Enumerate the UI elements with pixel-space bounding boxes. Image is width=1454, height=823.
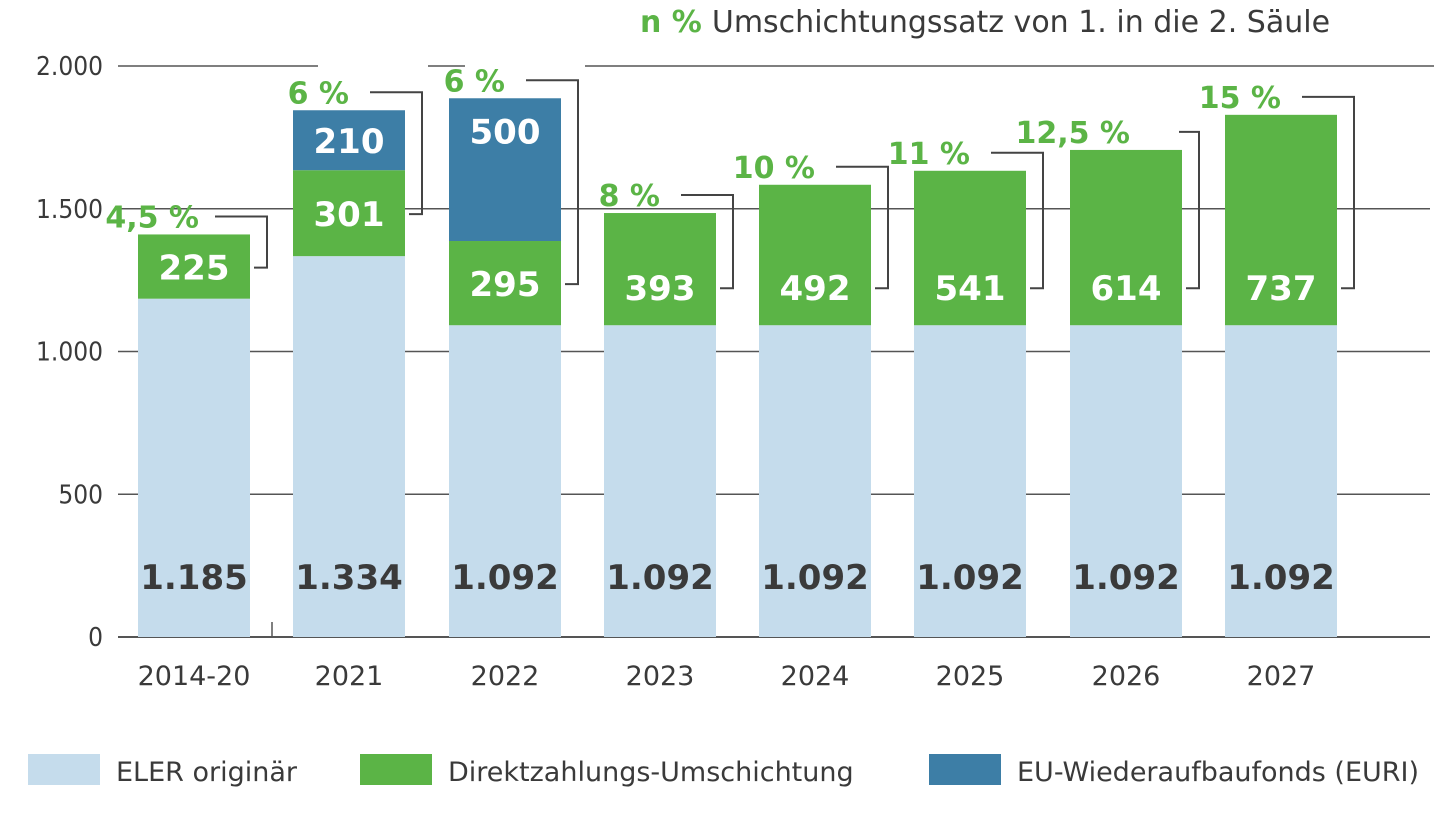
bar-segment-eler-origin-r [759, 325, 871, 637]
value-label-eler: 1.092 [451, 558, 559, 598]
value-label-eler: 1.185 [140, 558, 248, 598]
value-label-euri: 500 [470, 112, 541, 152]
x-axis-labels: 2014-20 2021 2022 2023 2024 2025 2026 2027 [138, 661, 1316, 692]
chart-title: n % Umschichtungssatz von 1. in die 2. Sä… [640, 5, 1330, 40]
legend-swatch [929, 754, 1001, 785]
bar-segment-eler-origin-r [138, 298, 250, 637]
x-tick-label: 2023 [626, 661, 695, 692]
bar-segment-direktzahlungs-umschichtung [1225, 114, 1337, 326]
legend-label: ELER originär [116, 757, 298, 788]
x-tick-label: 2014-20 [138, 661, 251, 692]
x-tick-label: 2024 [781, 661, 850, 692]
bar-segment-eler-origin-r [914, 325, 1026, 637]
rate-bracket [681, 194, 734, 290]
rate-brackets [215, 79, 1355, 290]
bar-segment-direktzahlungs-umschichtung [293, 170, 405, 257]
rate-bracket [526, 79, 579, 286]
value-label-direktzahlung: 393 [625, 269, 696, 309]
rate-bracket [1302, 95, 1355, 290]
legend-swatch [360, 754, 432, 785]
bar-segment-eler-origin-r [1070, 325, 1182, 637]
rate-bracket [836, 165, 889, 290]
x-tick-label: 2022 [471, 661, 540, 692]
rate-bracket [1179, 130, 1200, 290]
bar-segment-direktzahlungs-umschichtung [914, 170, 1026, 326]
legend-label: EU-Wiederaufbaufonds (EURI) [1017, 757, 1419, 788]
value-label-eler: 1.092 [761, 558, 869, 598]
x-tick-label: 2021 [315, 661, 384, 692]
legend-label: Direktzahlungs-Umschichtung [448, 757, 854, 788]
value-label-direktzahlung: 225 [159, 249, 230, 289]
y-axis-ticks: 0 500 1.000 1.500 2.000 [36, 52, 103, 653]
rate-annotation: 15 % [1199, 81, 1281, 116]
y-tick-label: 500 [58, 480, 103, 510]
y-tick-label: 2.000 [36, 52, 103, 82]
value-label-direktzahlung: 614 [1091, 269, 1162, 309]
y-tick-label: 1.000 [36, 338, 103, 368]
x-tick-label: 2027 [1247, 661, 1316, 692]
value-label-eler: 1.092 [916, 558, 1024, 598]
value-label-direktzahlung: 541 [935, 269, 1006, 309]
bar-segment-eu-wiederaufbaufonds-euri- [449, 98, 561, 242]
bar-segment-eu-wiederaufbaufonds-euri- [293, 110, 405, 171]
rate-annotation: 10 % [733, 151, 815, 186]
value-label-euri: 210 [314, 122, 385, 162]
title-text: Umschichtungssatz von 1. in die 2. Säule [712, 5, 1330, 40]
legend: ELER originär Direktzahlungs-Umschichtung… [28, 754, 1419, 788]
value-label-eler: 1.092 [606, 558, 714, 598]
bar-segment-direktzahlungs-umschichtung [604, 213, 716, 326]
value-label-direktzahlung: 301 [314, 195, 385, 235]
y-tick-label: 1.500 [36, 195, 103, 225]
rate-annotation: 8 % [599, 179, 660, 214]
rate-bracket [991, 151, 1044, 290]
value-label-eler: 1.092 [1072, 558, 1180, 598]
rate-annotation: 11 % [888, 137, 970, 172]
rate-annotation: 6 % [288, 76, 349, 111]
x-tick-label: 2025 [936, 661, 1005, 692]
svg-text:n %Umschichtungssatz von 1. in: n % Umschichtungssatz von 1. in die 2. Sä… [640, 5, 1330, 40]
legend-swatch [28, 754, 100, 785]
bar-segment-eler-origin-r [604, 325, 716, 637]
value-label-direktzahlung: 492 [780, 269, 851, 309]
y-tick-label: 0 [88, 623, 103, 653]
bar-segment-eler-origin-r [1225, 325, 1337, 637]
bar-segment-direktzahlungs-umschichtung [759, 184, 871, 326]
bars [138, 98, 1337, 637]
value-label-eler: 1.092 [1227, 558, 1335, 598]
rate-annotation: 12,5 % [1015, 116, 1130, 151]
bar-segment-eler-origin-r [449, 325, 561, 637]
bar-segment-direktzahlungs-umschichtung [138, 234, 250, 299]
rate-annotation: 6 % [444, 64, 505, 99]
value-labels: 1.185 225 4,5 % 1.334 301 210 6 % 1.092 295 500 6 … [105, 64, 1334, 598]
rate-bracket [370, 91, 423, 216]
title-marker: n % [640, 5, 702, 40]
rate-annotation: 4,5 % [105, 200, 199, 235]
x-tick-label: 2026 [1092, 661, 1161, 692]
bar-segment-eler-origin-r [293, 256, 405, 637]
rate-bracket [215, 215, 268, 269]
bar-segment-direktzahlungs-umschichtung [449, 241, 561, 326]
value-label-direktzahlung: 295 [470, 265, 541, 305]
value-label-eler: 1.334 [295, 558, 403, 598]
value-label-direktzahlung: 737 [1246, 269, 1317, 309]
bar-segment-direktzahlungs-umschichtung [1070, 149, 1182, 326]
